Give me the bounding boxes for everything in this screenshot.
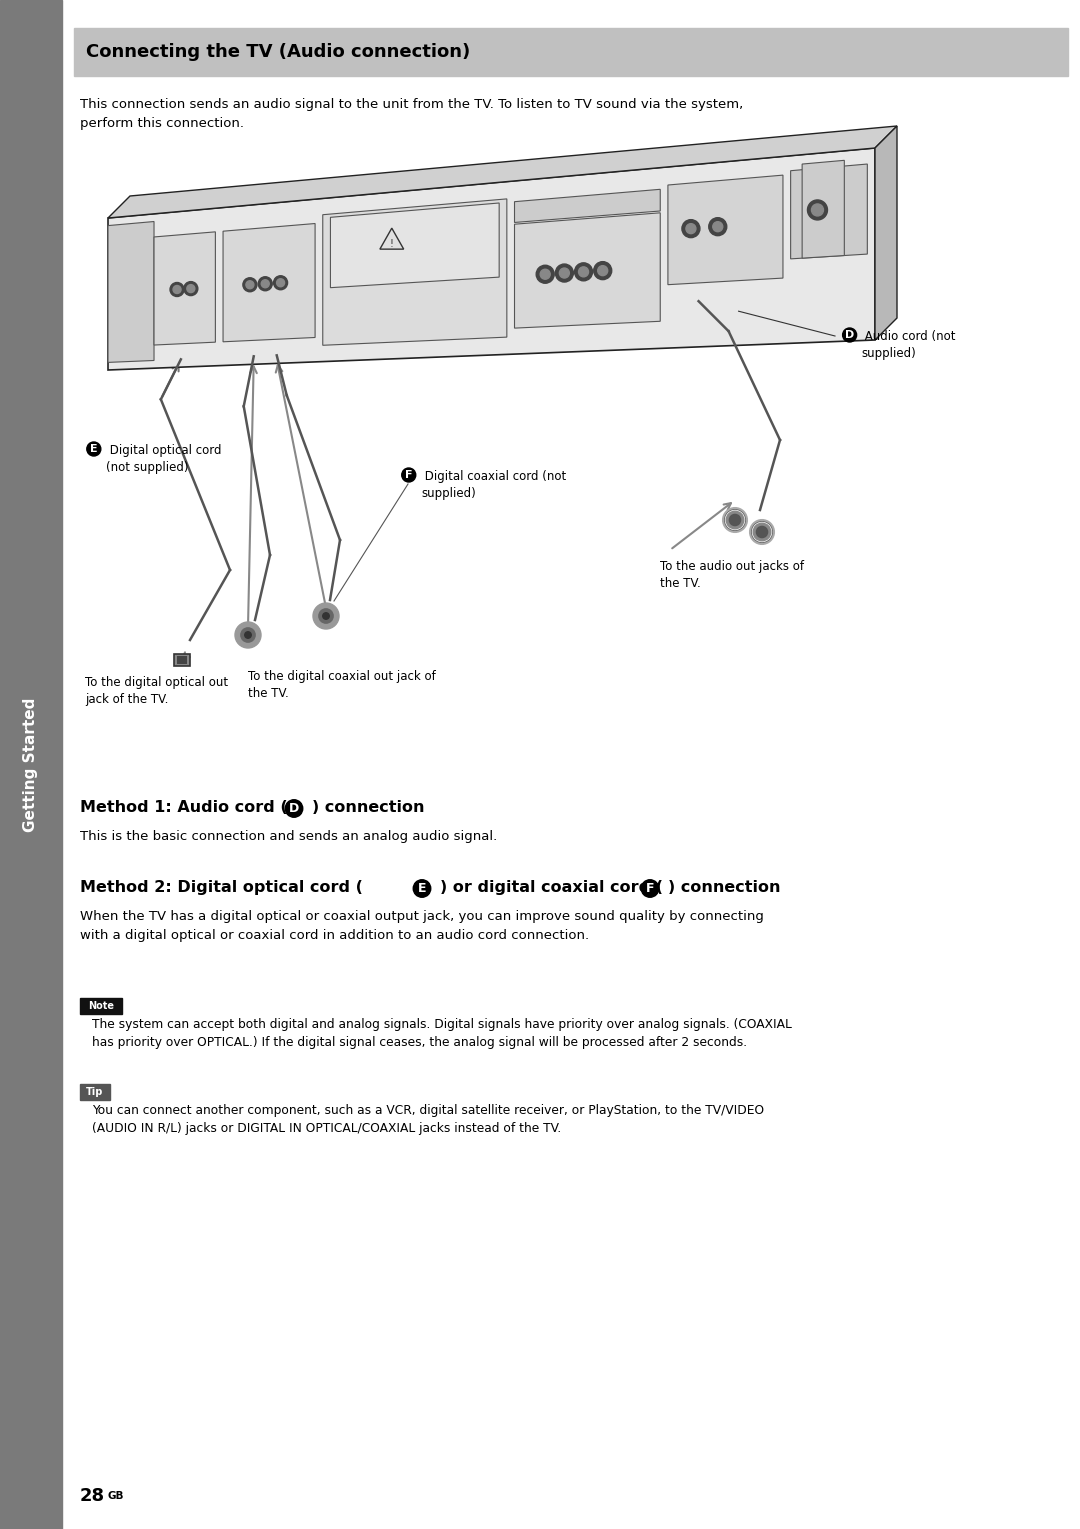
Text: 28: 28 xyxy=(80,1488,105,1505)
Circle shape xyxy=(686,223,696,234)
Circle shape xyxy=(811,203,823,216)
Bar xyxy=(75,28,1068,76)
Text: GB: GB xyxy=(108,1491,124,1501)
Text: To the digital optical out
jack of the TV.: To the digital optical out jack of the T… xyxy=(85,676,228,706)
Circle shape xyxy=(681,220,700,237)
Circle shape xyxy=(187,284,194,292)
Circle shape xyxy=(559,268,569,278)
Text: !: ! xyxy=(390,239,394,249)
Bar xyxy=(80,998,122,1014)
Text: Note: Note xyxy=(87,1001,114,1011)
Circle shape xyxy=(713,222,723,232)
Polygon shape xyxy=(108,222,154,362)
Text: You can connect another component, such as a VCR, digital satellite receiver, or: You can connect another component, such … xyxy=(92,1104,765,1135)
Text: This is the basic connection and sends an analog audio signal.: This is the basic connection and sends a… xyxy=(80,830,497,842)
Text: F: F xyxy=(646,882,654,894)
Circle shape xyxy=(276,278,284,287)
Circle shape xyxy=(319,609,333,624)
Circle shape xyxy=(708,217,727,235)
Polygon shape xyxy=(154,232,215,346)
Circle shape xyxy=(808,200,827,220)
Text: Connecting the TV (Audio connection): Connecting the TV (Audio connection) xyxy=(86,43,470,61)
Circle shape xyxy=(555,265,573,281)
Polygon shape xyxy=(380,228,404,249)
Polygon shape xyxy=(108,148,875,370)
Text: D: D xyxy=(845,330,854,339)
Text: This connection sends an audio signal to the unit from the TV. To listen to TV s: This connection sends an audio signal to… xyxy=(80,98,743,130)
Polygon shape xyxy=(514,190,660,222)
Text: Digital coaxial cord (not
supplied): Digital coaxial cord (not supplied) xyxy=(421,469,566,500)
Circle shape xyxy=(323,613,329,619)
Text: Method 1: Audio cord (: Method 1: Audio cord ( xyxy=(80,800,287,815)
Circle shape xyxy=(170,283,184,297)
Circle shape xyxy=(258,277,272,291)
Text: ) or digital coaxial cord (: ) or digital coaxial cord ( xyxy=(440,881,663,894)
Circle shape xyxy=(261,280,269,287)
Text: The system can accept both digital and analog signals. Digital signals have prio: The system can accept both digital and a… xyxy=(92,1018,792,1049)
Circle shape xyxy=(594,261,611,280)
Polygon shape xyxy=(323,199,507,346)
Text: ) connection: ) connection xyxy=(669,881,781,894)
Bar xyxy=(177,656,187,664)
Bar xyxy=(174,654,190,667)
Polygon shape xyxy=(667,176,783,284)
Text: F: F xyxy=(405,469,413,480)
Circle shape xyxy=(540,269,550,280)
Circle shape xyxy=(579,268,589,277)
Bar xyxy=(0,0,62,1529)
Circle shape xyxy=(313,602,339,628)
Text: E: E xyxy=(90,443,97,454)
Text: Tip: Tip xyxy=(86,1087,104,1096)
Circle shape xyxy=(575,263,593,281)
Text: Digital optical cord
(not supplied): Digital optical cord (not supplied) xyxy=(106,443,221,474)
Polygon shape xyxy=(330,203,499,287)
Text: Getting Started: Getting Started xyxy=(24,697,39,832)
Polygon shape xyxy=(791,164,867,258)
Circle shape xyxy=(273,275,287,291)
Circle shape xyxy=(753,523,771,541)
Text: D: D xyxy=(288,803,299,815)
Circle shape xyxy=(246,281,254,289)
Circle shape xyxy=(729,514,741,526)
Text: Method 2: Digital optical cord (: Method 2: Digital optical cord ( xyxy=(80,881,363,894)
Circle shape xyxy=(597,266,608,275)
Circle shape xyxy=(243,278,257,292)
Text: ) connection: ) connection xyxy=(312,800,424,815)
Circle shape xyxy=(173,286,181,294)
Circle shape xyxy=(241,628,255,642)
Circle shape xyxy=(235,622,261,648)
Polygon shape xyxy=(108,125,897,219)
Polygon shape xyxy=(875,125,897,339)
Polygon shape xyxy=(224,223,315,342)
Text: Audio cord (not
supplied): Audio cord (not supplied) xyxy=(861,330,956,359)
Text: To the audio out jacks of
the TV.: To the audio out jacks of the TV. xyxy=(660,560,804,590)
Circle shape xyxy=(245,631,252,638)
Circle shape xyxy=(726,511,744,529)
Circle shape xyxy=(756,526,768,538)
Polygon shape xyxy=(802,161,845,258)
Text: When the TV has a digital optical or coaxial output jack, you can improve sound : When the TV has a digital optical or coa… xyxy=(80,910,764,942)
Bar xyxy=(80,1084,110,1099)
Circle shape xyxy=(536,265,554,283)
Circle shape xyxy=(184,281,198,295)
Polygon shape xyxy=(514,213,660,329)
Text: To the digital coaxial out jack of
the TV.: To the digital coaxial out jack of the T… xyxy=(248,670,435,700)
Text: E: E xyxy=(418,882,427,894)
